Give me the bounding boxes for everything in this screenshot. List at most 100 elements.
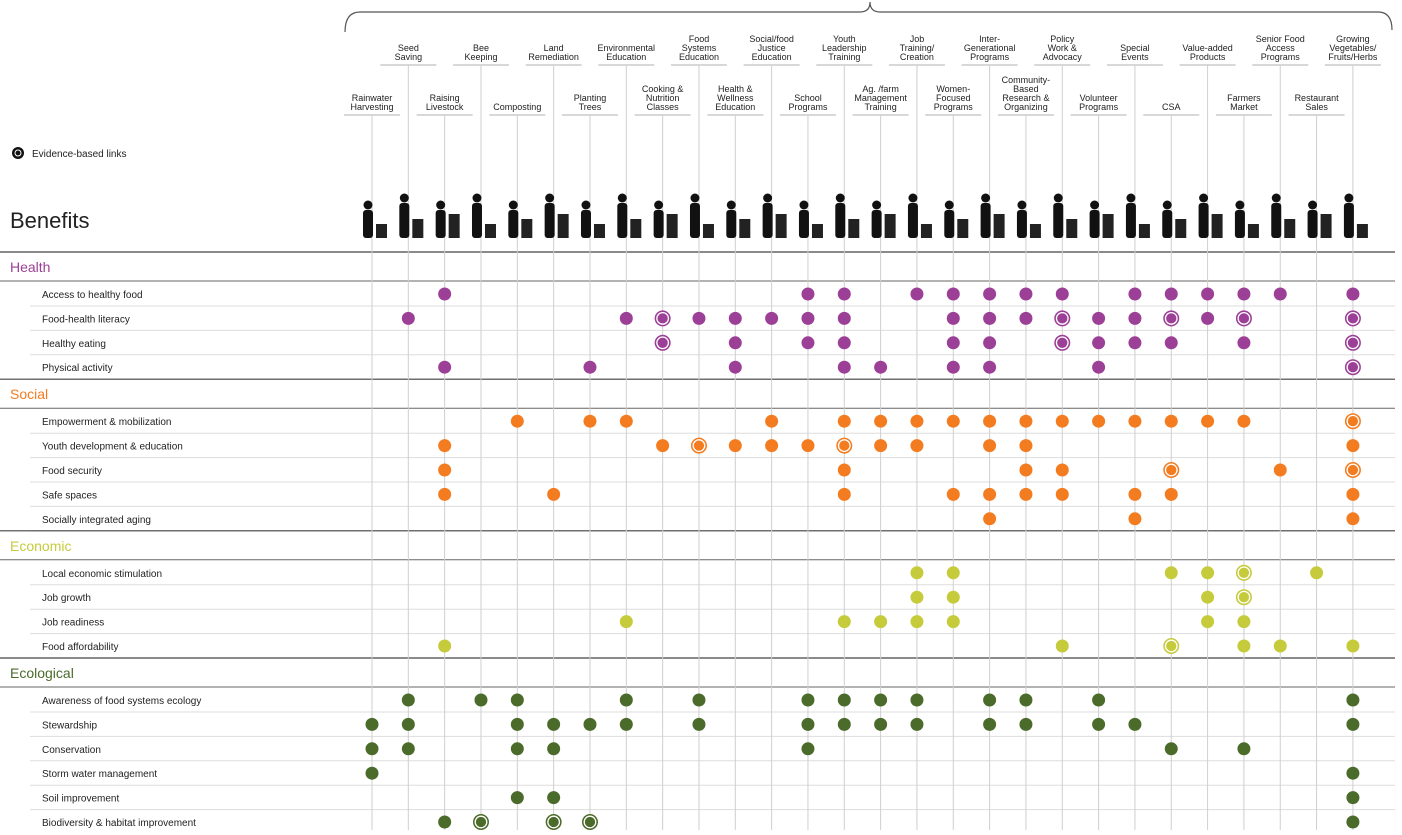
evidence-ring — [692, 439, 706, 453]
link-dot — [874, 439, 888, 453]
link-dot — [547, 742, 561, 756]
link-dot — [1164, 742, 1178, 756]
silhouette — [908, 193, 918, 203]
silhouette — [448, 214, 460, 238]
link-dot — [1019, 487, 1033, 501]
silhouette — [363, 210, 373, 238]
link-dot — [837, 311, 851, 325]
link-dot — [1346, 439, 1360, 453]
link-dot — [692, 311, 706, 325]
silhouette — [617, 193, 627, 203]
column-label: Focused — [936, 93, 971, 103]
column-label: Social/food — [749, 34, 794, 44]
silhouette — [1162, 200, 1172, 210]
group-label: Ecological — [10, 665, 74, 681]
link-dot — [728, 336, 742, 350]
link-dot — [983, 693, 997, 707]
evidence-link — [654, 310, 671, 327]
silhouette — [1320, 214, 1332, 238]
column-label: Composting — [493, 102, 541, 112]
row-label: Healthy eating — [42, 339, 106, 350]
link-dot — [874, 414, 888, 428]
column-label: Health & — [718, 84, 753, 94]
link-dot — [946, 414, 960, 428]
link-dot — [1346, 639, 1360, 653]
evidence-link — [545, 814, 562, 830]
column-label: Community- — [1002, 75, 1051, 85]
silhouette — [1247, 224, 1259, 238]
group-label: Health — [10, 259, 50, 275]
column-label: Nutrition — [646, 93, 680, 103]
evidence-ring — [1055, 311, 1069, 325]
evidence-link — [1344, 310, 1361, 327]
link-dot — [983, 336, 997, 350]
link-dot — [510, 693, 524, 707]
column-label: Systems — [682, 43, 717, 53]
link-dot — [1237, 287, 1251, 301]
silhouette — [1089, 210, 1100, 238]
silhouette — [1343, 203, 1354, 238]
silhouette — [1198, 203, 1209, 238]
silhouette — [944, 210, 955, 238]
silhouette — [1308, 200, 1318, 210]
silhouette — [1356, 224, 1368, 238]
link-dot — [510, 717, 524, 731]
column-label: Vegetables/ — [1329, 43, 1377, 53]
evidence-link — [1054, 334, 1071, 351]
link-dot — [983, 360, 997, 374]
silhouette — [376, 224, 387, 238]
evidence-ring — [547, 815, 561, 829]
evidence-ring — [1346, 336, 1360, 350]
row-label: Biodiversity & habitat improvement — [42, 818, 196, 829]
link-dot — [1019, 439, 1033, 453]
column-label: Saving — [395, 52, 423, 62]
column-label: Environmental — [598, 43, 656, 53]
column-label: Justice — [758, 43, 786, 53]
silhouette — [580, 210, 591, 238]
link-dot — [1092, 414, 1106, 428]
silhouette — [617, 203, 628, 238]
column-label: Policy — [1050, 34, 1075, 44]
link-dot — [1164, 487, 1178, 501]
link-dot — [365, 742, 379, 756]
column-label: Market — [1230, 102, 1258, 112]
link-dot — [801, 693, 815, 707]
column-label: Programs — [1079, 102, 1119, 112]
link-dot — [1237, 742, 1251, 756]
link-dot — [801, 439, 815, 453]
evidence-link — [1054, 310, 1071, 327]
link-dot — [1164, 566, 1178, 580]
row-label: Job growth — [42, 593, 91, 604]
link-dot — [874, 360, 888, 374]
group-label: Economic — [10, 538, 71, 554]
evidence-ring — [1164, 463, 1178, 477]
evidence-link — [1344, 359, 1361, 376]
link-dot — [1237, 414, 1251, 428]
silhouette — [1090, 200, 1100, 210]
column-label: Programs — [788, 102, 828, 112]
link-dot — [583, 360, 597, 374]
link-dot — [983, 287, 997, 301]
link-dot — [547, 717, 561, 731]
link-dot — [401, 717, 415, 731]
link-dot — [1346, 815, 1360, 829]
link-dot — [619, 693, 633, 707]
silhouette — [508, 210, 519, 238]
column-label: Seed — [398, 43, 419, 53]
silhouette — [593, 224, 605, 238]
row-label: Socially integrated aging — [42, 515, 151, 526]
silhouette — [775, 214, 787, 238]
silhouette — [1126, 193, 1136, 203]
column-label: Livestock — [426, 102, 464, 112]
silhouette — [739, 219, 751, 238]
evidence-link — [1163, 462, 1180, 478]
column-label: Generational — [964, 43, 1016, 53]
evidence-link — [690, 437, 707, 454]
link-dot — [1164, 287, 1178, 301]
link-dot — [983, 439, 997, 453]
column-label: Senior Food — [1256, 34, 1305, 44]
link-dot — [837, 487, 851, 501]
evidence-ring — [1237, 566, 1251, 580]
silhouette — [1234, 210, 1245, 238]
column-label: Education — [679, 52, 719, 62]
